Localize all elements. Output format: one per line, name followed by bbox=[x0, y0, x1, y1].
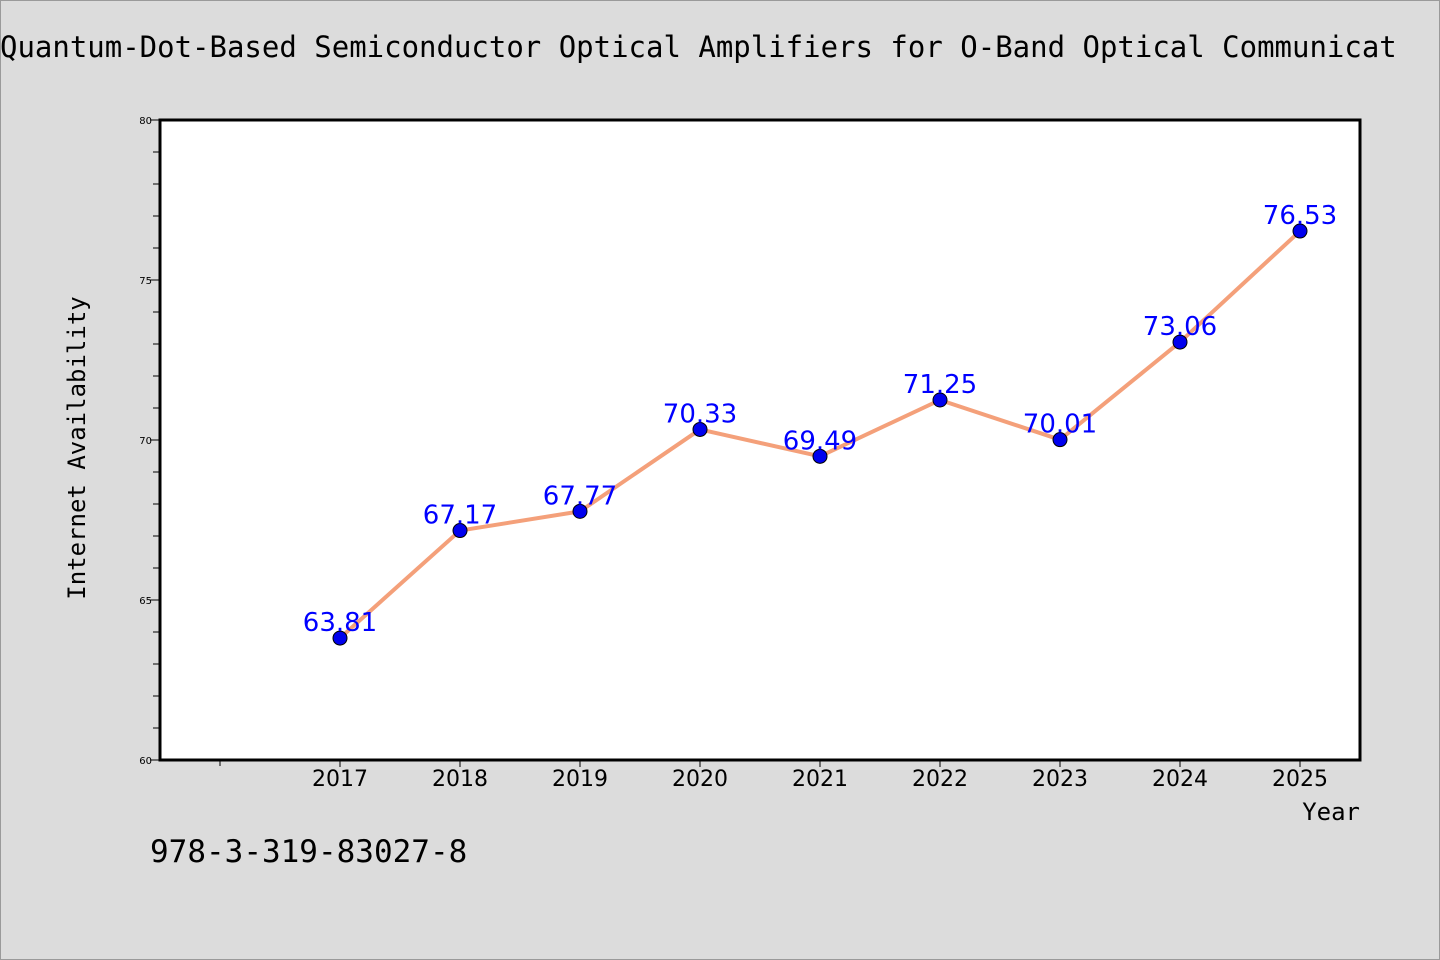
data-label: 73.06 bbox=[1143, 312, 1217, 342]
data-point bbox=[1292, 223, 1308, 239]
x-tick-label: 2019 bbox=[552, 767, 608, 792]
data-point bbox=[452, 523, 468, 539]
x-tick-label: 2018 bbox=[432, 767, 488, 792]
series-layer: 63.81 67.17 67.77 70.33 69.49 71.25 70.01 73.06… bbox=[303, 201, 1337, 646]
data-point bbox=[1172, 334, 1188, 350]
x-axis-ticks: 2017 2018 2019 2020 2021 2022 2023 2024 2025 bbox=[219, 760, 1328, 792]
data-label: 71.25 bbox=[903, 370, 977, 400]
y-tick-label: 80 bbox=[139, 116, 152, 127]
y-tick-label: 60 bbox=[139, 756, 152, 767]
x-tick-label: 2023 bbox=[1032, 767, 1088, 792]
y-tick-label: 70 bbox=[139, 436, 152, 447]
data-point bbox=[932, 392, 948, 408]
x-tick-label: 2025 bbox=[1272, 767, 1328, 792]
x-tick-label: 2024 bbox=[1152, 767, 1208, 792]
plot-area bbox=[158, 118, 1362, 762]
data-label: 67.77 bbox=[543, 481, 617, 511]
isbn-label: 978-3-319-83027-8 bbox=[150, 834, 468, 870]
data-label: 76.53 bbox=[1263, 201, 1337, 231]
data-label: 70.01 bbox=[1023, 410, 1097, 440]
data-label: 63.81 bbox=[303, 608, 377, 638]
data-label: 69.49 bbox=[783, 426, 857, 456]
x-tick-label: 2017 bbox=[312, 767, 368, 792]
x-tick-label: 2021 bbox=[792, 767, 848, 792]
x-axis-label: Year bbox=[1302, 798, 1360, 826]
y-axis-ticks: 60 65 70 75 80 bbox=[139, 116, 160, 767]
chart-title: Quantum-Dot-Based Semiconductor Optical … bbox=[0, 30, 1397, 64]
x-tick-label: 2022 bbox=[912, 767, 968, 792]
data-point bbox=[1052, 432, 1068, 448]
data-point bbox=[812, 448, 828, 464]
data-point bbox=[332, 630, 348, 646]
data-point bbox=[692, 421, 708, 437]
data-label: 70.33 bbox=[663, 399, 737, 429]
y-tick-label: 75 bbox=[139, 276, 152, 287]
x-tick-label: 2020 bbox=[672, 767, 728, 792]
y-tick-label: 65 bbox=[139, 596, 152, 607]
data-label: 67.17 bbox=[423, 501, 497, 531]
data-point bbox=[572, 503, 588, 519]
y-axis-label: Internet Availability bbox=[63, 296, 91, 599]
